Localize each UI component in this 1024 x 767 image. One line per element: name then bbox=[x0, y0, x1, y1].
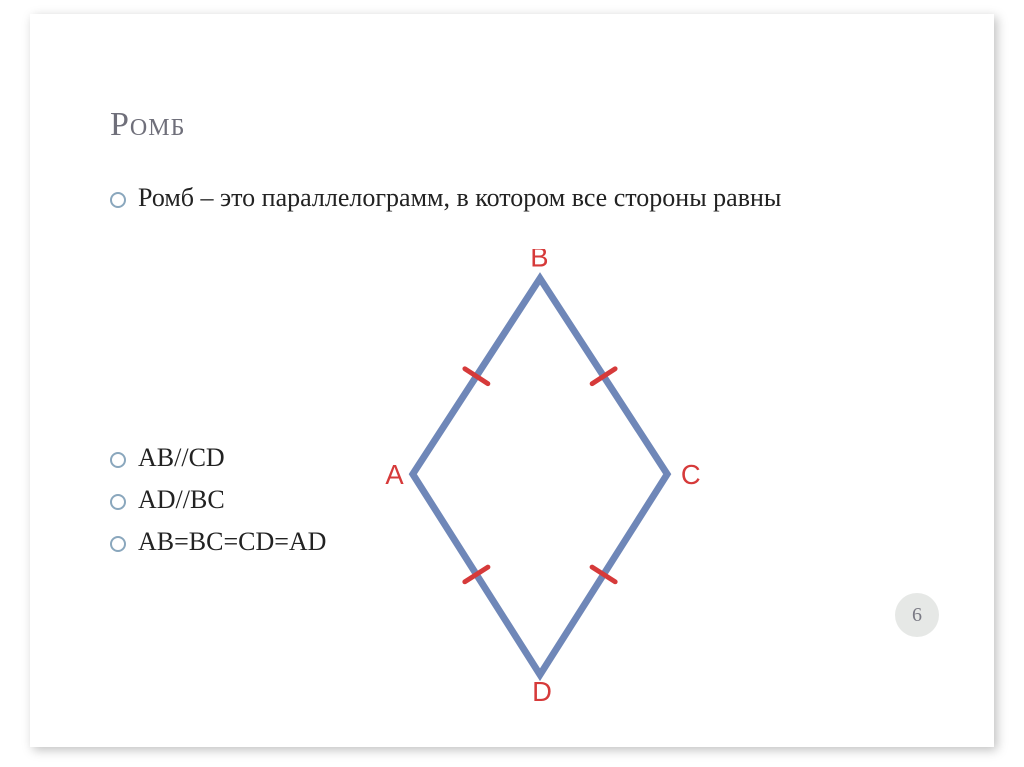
bullet-marker-icon bbox=[110, 192, 126, 208]
vertex-label-b: B bbox=[530, 249, 548, 273]
bullet-definition: Ромб – это параллелограмм, в котором все… bbox=[110, 182, 781, 215]
slide-title: Ромб bbox=[110, 106, 185, 144]
bullet-marker-icon bbox=[110, 536, 126, 552]
vertex-label-c: C bbox=[681, 459, 701, 490]
bullet-marker-icon bbox=[110, 494, 126, 510]
rhombus-outline bbox=[413, 278, 667, 674]
bullet-ad-bc: AD//BC bbox=[110, 484, 225, 517]
bullet-text: AB=BC=CD=AD bbox=[138, 526, 326, 559]
bullet-text: Ромб – это параллелограмм, в котором все… bbox=[138, 182, 781, 215]
rhombus-diagram: A B C D bbox=[360, 249, 720, 709]
vertex-label-d: D bbox=[532, 676, 552, 707]
slide-frame: Ромб Ромб – это параллелограмм, в которо… bbox=[30, 14, 994, 747]
vertex-label-a: A bbox=[385, 459, 404, 490]
bullet-ab-cd: AB//CD bbox=[110, 442, 225, 475]
bullet-text: AB//CD bbox=[138, 442, 225, 475]
bullet-marker-icon bbox=[110, 452, 126, 468]
bullet-equal-sides: AB=BC=CD=AD bbox=[110, 526, 326, 559]
bullet-text: AD//BC bbox=[138, 484, 225, 517]
page-number-badge: 6 bbox=[895, 593, 939, 637]
